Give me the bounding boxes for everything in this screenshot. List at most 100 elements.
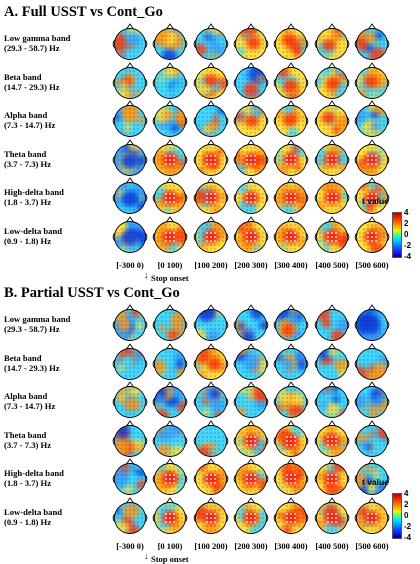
topomap-head [273,61,309,99]
topomap-head [273,215,309,253]
topomap-head [233,138,269,176]
time-window-label: [0 100) [157,259,183,270]
colorbar-tick: 0 [404,230,409,239]
topomap-head [193,215,229,253]
topomap-head [354,496,390,534]
topomap-head [233,23,269,60]
topomap-head [273,496,309,534]
topomap-head [314,381,350,418]
band-label: Theta band (3.7 - 7.3) Hz [4,430,108,450]
topomap-head [112,381,148,418]
topomap-head [233,215,269,253]
band-range: (14.7 - 29.3) Hz [4,81,60,92]
band-label: Alpha band (7.3 - 14.7) Hz [4,391,108,411]
time-window-label: [200 300) [234,540,268,551]
topomap-head [152,177,188,214]
topomap-head [152,342,188,380]
band-name: Low gamma band [4,314,71,324]
band-range: (0.9 - 1.8) Hz [4,235,52,246]
topomap-head [112,419,148,457]
stop-onset-label: Stop onset [151,272,189,283]
band-name: Low-delta band [4,225,63,236]
topomap-head [112,61,148,99]
topomap-head [112,304,148,341]
topomap-head [314,215,350,253]
topomap-head [354,138,390,176]
topomap-head [273,458,309,495]
topomap-head [193,23,229,60]
topomap-head [152,496,188,534]
topomap-head [112,342,148,380]
colorbar-tick: -4 [404,533,412,542]
topomap-head [112,177,148,214]
topomap-head [152,215,188,253]
topomap-head [314,458,350,495]
stop-onset-label: Stop onset [151,553,189,564]
topomap-head [273,342,309,380]
topomap-head [193,304,229,341]
topomap-head [193,61,229,99]
band-name: Beta band [4,352,42,363]
topomap-head [152,381,188,418]
topomap-head [233,61,269,99]
topomap-head [152,23,188,60]
colorbar-tick: 4 [404,208,409,217]
topomap-head [233,458,269,495]
band-range: (3.7 - 7.3) Hz [4,439,52,450]
topomap-head [273,177,309,214]
topomap-head [354,61,390,99]
topomap-head [112,458,148,495]
band-range: (3.7 - 7.3) Hz [4,158,52,169]
colorbar-tick: -2 [404,522,412,531]
topomap-head [354,304,390,341]
band-name: Low-delta band [4,506,63,517]
colorbar-tick: 0 [404,511,409,520]
topomap-head [112,23,148,60]
topomap-head [193,458,229,495]
topomap-head [314,304,350,341]
topomap-head [273,419,309,457]
topomap-head [314,419,350,457]
colorbar-tick: 2 [404,500,409,509]
down-arrow-icon: ↓ [144,550,149,561]
colorbar-gradient [392,493,402,539]
topomap-head [233,381,269,418]
band-name: Theta band [4,429,47,440]
topomap-head [193,381,229,418]
band-range: (29.3 - 58.7) Hz [4,43,60,53]
colorbar-tick: 4 [404,489,409,498]
time-window-label: [-300 0) [116,259,144,270]
topomap-head [314,23,350,60]
band-label: Low-delta band (0.9 - 1.8) Hz [4,226,108,246]
topomap-head [152,100,188,137]
topomap-head [314,138,350,176]
topomap-head [233,496,269,534]
topomap-head [193,138,229,176]
topomap-head [273,304,309,341]
topomap-head [273,23,309,60]
topomap-head [193,342,229,380]
topomap-head [273,381,309,418]
panel-title: B. Partial USST vs Cont_Go [4,285,180,301]
topomap-head [193,177,229,214]
band-name: Alpha band [4,391,48,401]
time-window-label: [100 200) [194,540,228,551]
topomap-head [354,177,390,214]
time-window-label: [300 400) [274,259,308,270]
time-window-label: [100 200) [194,259,228,270]
band-label: Theta band (3.7 - 7.3) Hz [4,149,108,169]
time-window-label: [0 100) [157,540,183,551]
band-label: High-delta band (1.8 - 3.7) Hz [4,468,108,488]
time-window-label: [400 500) [315,540,349,551]
topomap-head [354,458,390,495]
band-range: (1.8 - 3.7) Hz [4,478,52,488]
topomap-head [152,458,188,495]
band-name: Beta band [4,71,42,82]
topomap-head [354,342,390,380]
topomap-head [314,61,350,99]
time-window-label: [400 500) [315,259,349,270]
band-label: Beta band (14.7 - 29.3) Hz [4,72,108,92]
topomap-head [314,342,350,380]
colorbar-gradient [392,212,402,258]
topomap-head [193,419,229,457]
